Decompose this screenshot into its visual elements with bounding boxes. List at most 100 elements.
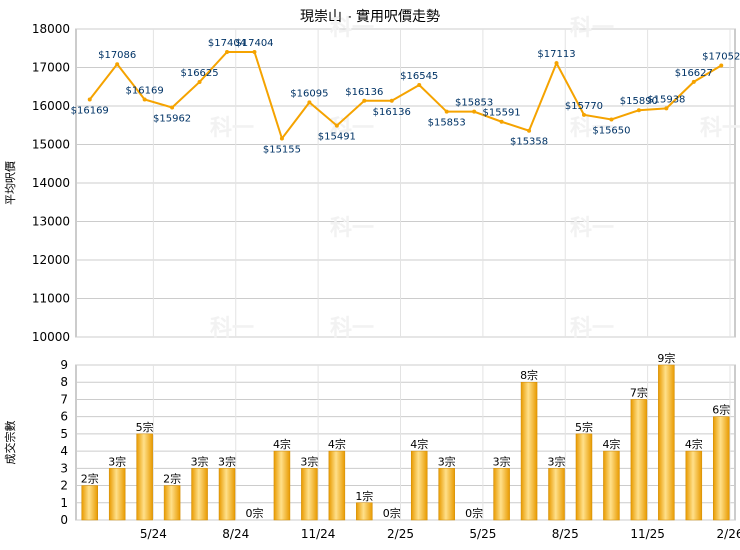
price-data-point bbox=[527, 128, 532, 133]
deal-count-bar bbox=[685, 450, 703, 521]
price-data-point bbox=[444, 109, 449, 114]
price-data-label: $16136 bbox=[373, 107, 411, 118]
watermark-text: 科一 bbox=[210, 316, 254, 341]
x-tick-label: 8/24 bbox=[222, 527, 249, 541]
line-y-tick-label: 12000 bbox=[32, 253, 70, 267]
deal-count-label: 2宗 bbox=[81, 472, 99, 486]
deal-count-label: 3宗 bbox=[191, 454, 209, 468]
price-data-label: $16169 bbox=[126, 85, 164, 96]
price-data-point bbox=[252, 49, 257, 54]
deal-count-bar bbox=[630, 399, 648, 521]
deal-count-label: 8宗 bbox=[520, 368, 538, 382]
watermark-text: 科一 bbox=[570, 316, 614, 341]
deal-count-label: 5宗 bbox=[575, 420, 593, 434]
deal-count-bar bbox=[328, 450, 346, 521]
bar-y-axis-label: 成交宗數 bbox=[3, 421, 17, 465]
price-data-label: $15853 bbox=[428, 118, 466, 129]
deal-count-label: 1宗 bbox=[355, 489, 373, 503]
deal-count-label: 4宗 bbox=[328, 437, 346, 451]
watermark-text: 科一 bbox=[570, 116, 614, 141]
price-data-label: $15853 bbox=[455, 98, 493, 109]
deal-count-label: 4宗 bbox=[602, 437, 620, 451]
bar-y-tick-label: 6 bbox=[60, 410, 68, 424]
price-data-label: $16169 bbox=[71, 105, 109, 116]
price-data-label: $15358 bbox=[510, 137, 548, 148]
price-data-point bbox=[87, 97, 92, 102]
deal-count-bar bbox=[163, 485, 181, 521]
bar-y-tick-label: 8 bbox=[60, 375, 68, 389]
deal-count-bar bbox=[575, 433, 593, 521]
x-tick-label: 11/24 bbox=[301, 527, 336, 541]
price-data-point bbox=[581, 112, 586, 117]
watermark-text: 科一 bbox=[700, 116, 740, 141]
price-data-label: $16625 bbox=[180, 68, 218, 79]
watermark-text: 科一 bbox=[570, 216, 614, 241]
price-data-label: $16545 bbox=[400, 71, 438, 82]
line-y-tick-label: 11000 bbox=[32, 292, 70, 306]
price-data-label: $15770 bbox=[565, 101, 603, 112]
line-y-axis-label: 平均呎價 bbox=[3, 161, 17, 205]
deal-count-bar bbox=[136, 433, 153, 521]
price-data-label: $17404 bbox=[235, 38, 273, 49]
watermark-text: 科一 bbox=[330, 116, 374, 141]
deal-count-label: 4宗 bbox=[273, 437, 291, 451]
x-tick-label: 5/24 bbox=[140, 527, 167, 541]
deal-count-bar bbox=[493, 468, 510, 521]
price-data-point bbox=[472, 109, 477, 114]
deal-count-label: 4宗 bbox=[410, 437, 428, 451]
deal-count-label: 7宗 bbox=[630, 385, 648, 399]
x-tick-label: 5/25 bbox=[469, 527, 496, 541]
bar-y-tick-label: 5 bbox=[60, 427, 68, 441]
deal-count-label: 6宗 bbox=[712, 403, 730, 417]
bar-y-tick-label: 9 bbox=[60, 358, 68, 372]
price-data-point bbox=[362, 98, 367, 103]
price-data-label: $17052 bbox=[702, 51, 740, 62]
price-data-point bbox=[417, 83, 422, 88]
watermark-text: 科一 bbox=[330, 316, 374, 341]
price-data-label: $15650 bbox=[592, 125, 630, 136]
deal-count-label: 3宗 bbox=[300, 454, 318, 468]
price-data-point bbox=[636, 108, 641, 113]
deal-count-label: 4宗 bbox=[685, 437, 703, 451]
deal-count-bar bbox=[658, 364, 675, 521]
deal-count-bar bbox=[356, 502, 373, 521]
price-data-point bbox=[499, 119, 504, 124]
deal-count-bar bbox=[301, 468, 318, 521]
price-data-point bbox=[142, 97, 147, 102]
deal-count-label: 3宗 bbox=[438, 454, 456, 468]
chart-title: 現崇山 - 實用呎價走勢 bbox=[300, 9, 440, 25]
price-series-line bbox=[88, 50, 722, 141]
x-tick-label: 8/25 bbox=[552, 527, 579, 541]
bar-plot-area bbox=[75, 364, 736, 521]
deal-count-label: 5宗 bbox=[136, 420, 154, 434]
price-data-label: $15938 bbox=[647, 94, 685, 105]
bar-y-tick-label: 2 bbox=[60, 479, 68, 493]
price-data-label: $16095 bbox=[290, 88, 328, 99]
line-y-tick-label: 13000 bbox=[32, 215, 70, 229]
watermark-text: 科一 bbox=[210, 116, 254, 141]
line-y-tick-label: 16000 bbox=[32, 99, 70, 113]
deal-count-bar bbox=[603, 450, 620, 521]
x-tick-label: 11/25 bbox=[630, 527, 665, 541]
deal-count-bar bbox=[713, 416, 730, 521]
deal-count-bar bbox=[108, 468, 126, 521]
bar-y-tick-label: 7 bbox=[60, 392, 68, 406]
deal-count-bar bbox=[273, 450, 291, 521]
deal-count-label: 0宗 bbox=[245, 506, 263, 520]
line-y-tick-label: 10000 bbox=[32, 330, 70, 344]
x-tick-label: 2/26 bbox=[717, 527, 740, 541]
bar-y-tick-label: 1 bbox=[60, 496, 68, 510]
price-data-point bbox=[307, 100, 312, 105]
deal-count-label: 3宗 bbox=[108, 454, 126, 468]
bar-y-tick-label: 0 bbox=[60, 513, 68, 527]
deal-count-bar bbox=[218, 468, 236, 521]
price-data-label: $17113 bbox=[537, 49, 575, 60]
line-y-tick-label: 18000 bbox=[32, 22, 70, 36]
x-tick-label: 2/25 bbox=[387, 527, 414, 541]
price-data-point bbox=[334, 123, 339, 128]
price-data-label: $15491 bbox=[318, 132, 356, 143]
price-data-label: $15962 bbox=[153, 113, 191, 124]
deal-count-label: 2宗 bbox=[163, 472, 181, 486]
